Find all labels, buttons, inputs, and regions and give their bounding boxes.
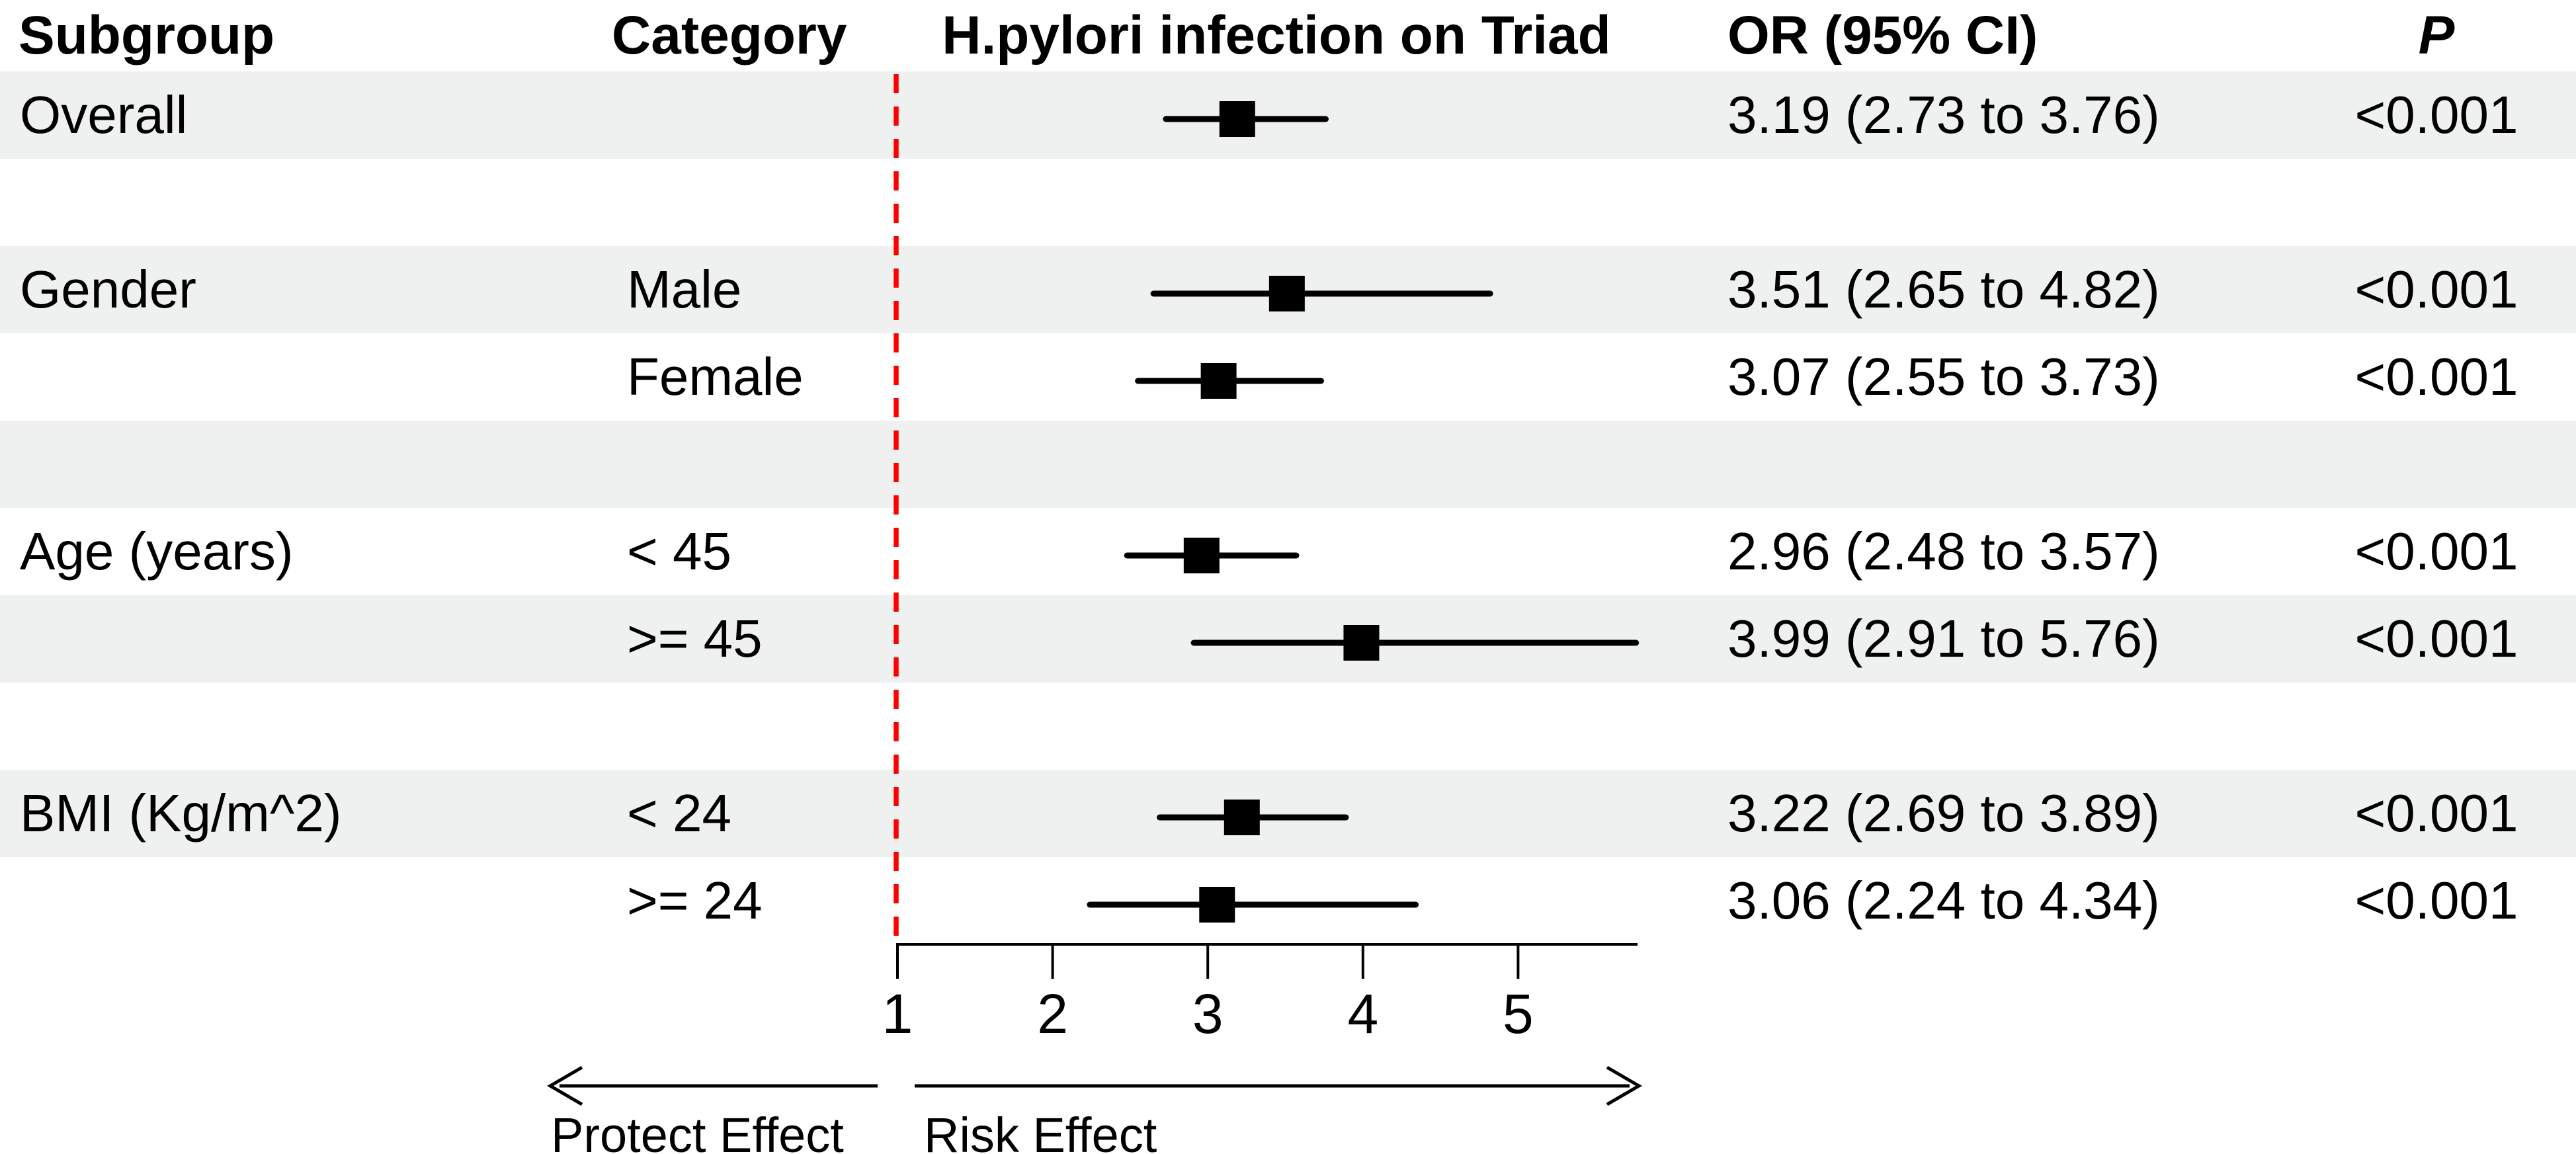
category-cell: < 24 bbox=[627, 784, 731, 843]
or-ci-cell: 3.07 (2.55 to 3.73) bbox=[1727, 347, 2160, 406]
spacer-row bbox=[0, 159, 2576, 246]
p-value-cell: <0.001 bbox=[2354, 609, 2518, 668]
spacer-row bbox=[0, 682, 2576, 770]
column-header-category: Category bbox=[612, 5, 847, 65]
p-value-cell: <0.001 bbox=[2354, 85, 2518, 144]
category-cell: >= 24 bbox=[627, 871, 763, 930]
or-ci-cell: 3.99 (2.91 to 5.76) bbox=[1727, 609, 2160, 668]
header-row: Subgroup Category H.pylori infection on … bbox=[0, 0, 2576, 71]
p-value-cell: <0.001 bbox=[2354, 784, 2518, 843]
category-cell: Female bbox=[627, 347, 804, 406]
table-row: Gender Male 3.51 (2.65 to 4.82) <0.001 bbox=[0, 246, 2576, 333]
p-value-cell: <0.001 bbox=[2354, 260, 2518, 319]
column-header-or-ci: OR (95% CI) bbox=[1727, 5, 2038, 65]
or-ci-cell: 3.22 (2.69 to 3.89) bbox=[1727, 784, 2160, 843]
table-row: >= 45 3.99 (2.91 to 5.76) <0.001 bbox=[0, 595, 2576, 682]
category-cell: < 45 bbox=[627, 522, 731, 581]
or-ci-cell: 3.51 (2.65 to 4.82) bbox=[1727, 260, 2160, 319]
category-cell: Male bbox=[627, 260, 742, 319]
subgroup-cell: BMI (Kg/m^2) bbox=[20, 784, 342, 843]
column-header-subgroup: Subgroup bbox=[19, 5, 275, 65]
spacer-row bbox=[0, 421, 2576, 508]
column-header-plot-title: H.pylori infection on Triad bbox=[942, 5, 1611, 65]
table-row: >= 24 3.06 (2.24 to 4.34) <0.001 bbox=[0, 857, 2576, 944]
table-row: Female 3.07 (2.55 to 3.73) <0.001 bbox=[0, 333, 2576, 421]
p-value-cell: <0.001 bbox=[2354, 522, 2518, 581]
or-ci-cell: 3.19 (2.73 to 3.76) bbox=[1727, 85, 2160, 144]
or-ci-cell: 2.96 (2.48 to 3.57) bbox=[1727, 522, 2160, 581]
or-ci-cell: 3.06 (2.24 to 4.34) bbox=[1727, 871, 2160, 930]
category-cell: >= 45 bbox=[627, 609, 763, 668]
subgroup-cell: Overall bbox=[20, 85, 188, 144]
column-header-p: P bbox=[2418, 5, 2455, 65]
table-row: Age (years) < 45 2.96 (2.48 to 3.57) <0.001 bbox=[0, 508, 2576, 595]
subgroup-cell: Gender bbox=[20, 260, 196, 319]
p-value-cell: <0.001 bbox=[2354, 347, 2518, 406]
p-value-cell: <0.001 bbox=[2354, 871, 2518, 930]
table-row: Overall 3.19 (2.73 to 3.76) <0.001 bbox=[0, 71, 2576, 159]
subgroup-cell: Age (years) bbox=[20, 522, 294, 581]
table-row: BMI (Kg/m^2) < 24 3.22 (2.69 to 3.89) <0.00… bbox=[0, 770, 2576, 857]
